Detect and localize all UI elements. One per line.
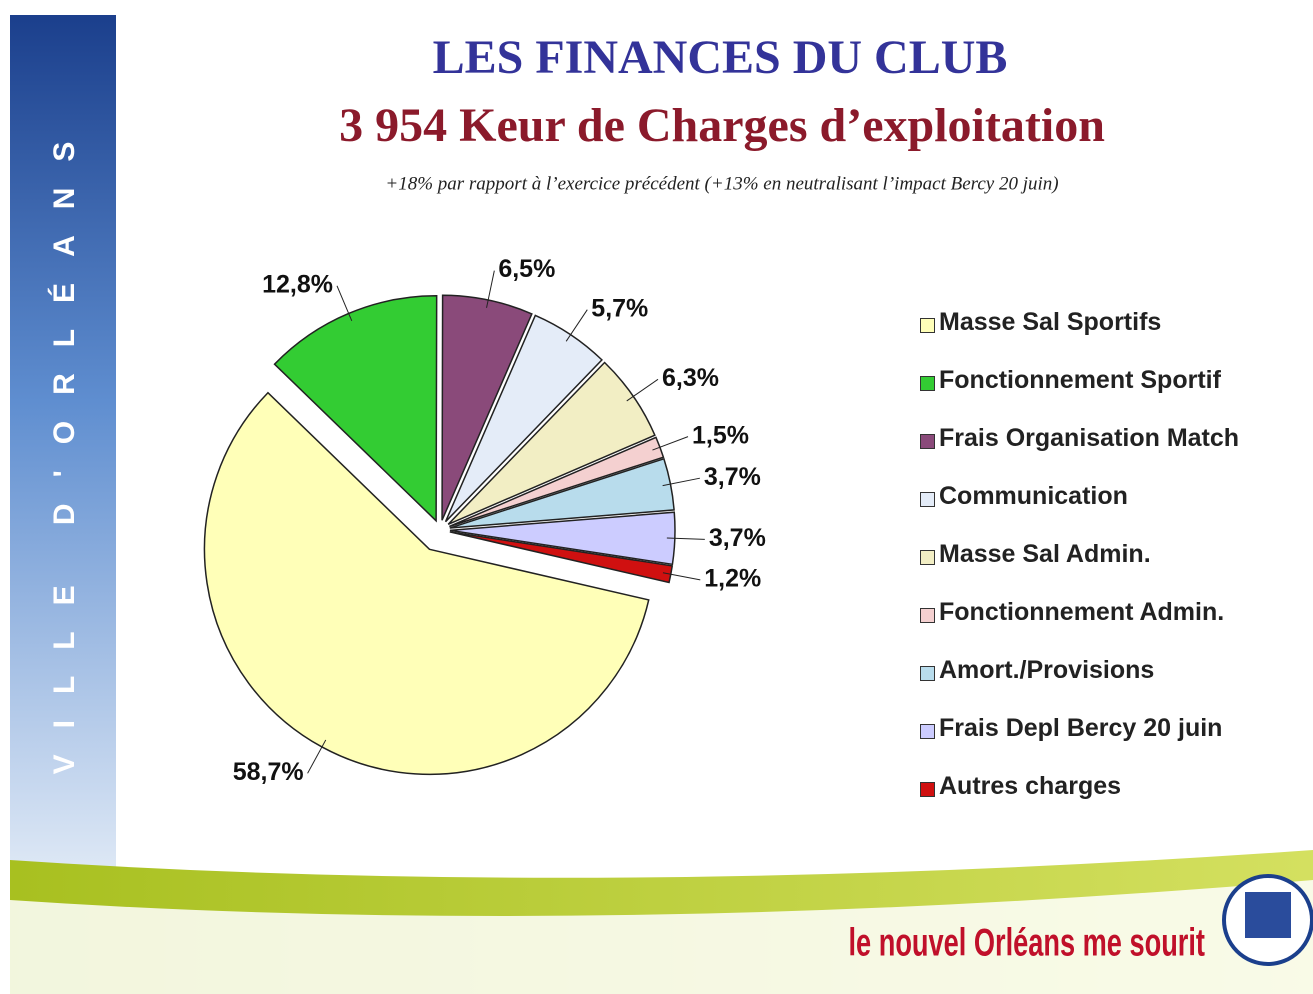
legend-label: Fonctionnement Admin. [939,598,1225,626]
side-banner [10,15,116,875]
legend-label: Autres charges [939,772,1122,800]
note: +18% par rapport à l’exercice précédent … [385,173,1058,194]
legend-label: Masse Sal Admin. [939,540,1151,568]
legend-item: Frais Depl Bercy 20 juin [920,716,1300,774]
leader-line [486,270,495,308]
legend-swatch [920,666,935,681]
data-label: 5,7% [591,294,648,322]
legend-swatch [920,550,935,565]
legend-label: Amort./Provisions [939,656,1155,684]
legend-swatch [920,782,935,797]
data-label: 58,7% [233,758,304,786]
legend-swatch [920,318,935,333]
legend-swatch [920,492,935,507]
data-label: 1,2% [704,564,761,592]
leader-line [666,537,705,540]
legend-label: Fonctionnement Sportif [939,366,1221,394]
data-label: 3,7% [704,463,761,491]
legend-label: Frais Organisation Match [939,424,1240,452]
leader-line [626,378,659,402]
data-label: 6,3% [662,364,719,392]
leader-line [307,739,327,774]
banner-text: VILLE D'ORLÉANS [47,116,81,775]
legend-label: Masse Sal Sportifs [939,308,1162,336]
leader-line [336,285,353,322]
leader-line [662,572,701,581]
footer-band-light [10,880,1313,994]
legend-item: Masse Sal Sportifs [920,310,1300,368]
legend-item: Masse Sal Admin. [920,542,1300,600]
legend-item: Fonctionnement Admin. [920,600,1300,658]
subtitle: 3 954 Keur de Charges d’exploitation [339,99,1105,152]
legend-item: Amort./Provisions [920,658,1300,716]
leader-line [662,477,700,487]
data-label: 1,5% [692,421,749,449]
legend-label: Communication [939,482,1128,510]
legend-item: Communication [920,484,1300,542]
legend: Masse Sal Sportifs Fonctionnement Sportif… [920,310,1300,832]
legend-item: Autres charges [920,774,1300,832]
data-label: 6,5% [498,255,555,283]
leader-line [565,309,588,342]
legend-swatch [920,724,935,739]
legend-item: Frais Organisation Match [920,426,1300,484]
data-label: 3,7% [709,524,766,552]
legend-swatch [920,608,935,623]
legend-swatch [920,434,935,449]
data-label: 12,8% [262,270,333,298]
legend-item: Fonctionnement Sportif [920,368,1300,426]
leader-line [652,436,689,451]
title: LES FINANCES DU CLUB [433,31,1008,84]
logo-shield [1245,892,1291,938]
legend-label: Frais Depl Bercy 20 juin [939,714,1223,742]
slogan: le nouvel Orléans me sourit [849,922,1205,965]
legend-swatch [920,376,935,391]
